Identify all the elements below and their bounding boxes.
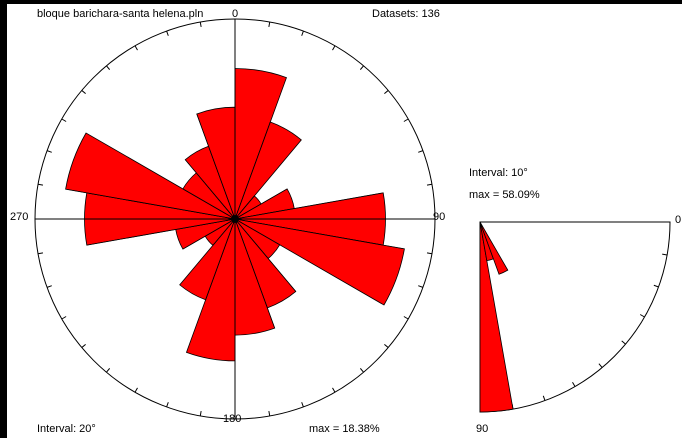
rose-interval-label: Interval: 20° bbox=[37, 423, 96, 435]
rose-petal-280-300 bbox=[65, 132, 236, 220]
rose-spoke bbox=[182, 218, 236, 250]
rose-tick bbox=[301, 402, 304, 408]
rose-tick bbox=[403, 118, 409, 122]
dip-right-label: 0 bbox=[675, 214, 682, 226]
rose-petal-100-120 bbox=[234, 218, 405, 306]
dip-tick bbox=[598, 363, 603, 368]
rose-tick bbox=[268, 21, 271, 28]
rose-spoke bbox=[185, 159, 236, 220]
dip-tick bbox=[653, 284, 659, 288]
dip-tick bbox=[542, 395, 546, 401]
dip-petal-20-30 bbox=[479, 221, 509, 275]
rose-spoke bbox=[196, 113, 236, 220]
rose-diagram bbox=[34, 18, 436, 420]
rose-tick bbox=[384, 90, 389, 95]
rose-tick bbox=[106, 65, 111, 70]
rose-tick bbox=[166, 30, 169, 36]
rose-tick bbox=[81, 343, 86, 348]
dip-quadrant-outline bbox=[479, 221, 671, 413]
rose-tick bbox=[403, 316, 409, 320]
rose-spoke bbox=[234, 192, 384, 220]
rose-tick bbox=[134, 45, 138, 51]
rose-spoke bbox=[212, 218, 236, 246]
rose-petal-20-40 bbox=[234, 121, 302, 220]
rose-south-label: 180 bbox=[223, 413, 242, 425]
rose-tick bbox=[359, 65, 364, 70]
rose-tick bbox=[426, 183, 433, 186]
rose-tick bbox=[61, 316, 67, 320]
rose-tick bbox=[199, 410, 202, 417]
rose-tick bbox=[332, 45, 336, 51]
rose-tick bbox=[46, 285, 52, 288]
rose-spoke bbox=[234, 195, 255, 220]
rose-east-label: 90 bbox=[433, 211, 446, 223]
rose-tick bbox=[37, 183, 44, 186]
rose-tick bbox=[359, 368, 364, 373]
rose-spoke bbox=[234, 188, 288, 220]
rose-tick bbox=[166, 402, 169, 408]
dip-tick bbox=[621, 340, 626, 345]
rose-spoke bbox=[65, 188, 236, 220]
dip-petal-0-10 bbox=[479, 221, 514, 413]
dip-tick bbox=[639, 314, 645, 318]
rose-tick bbox=[81, 90, 86, 95]
rose-tick bbox=[61, 118, 67, 122]
rose-tick bbox=[384, 343, 389, 348]
chart-window: bloque barichara-santa helena.pln Datase… bbox=[7, 4, 682, 438]
rose-spoke bbox=[234, 218, 297, 292]
dip-tick bbox=[662, 253, 668, 256]
rose-tick bbox=[199, 21, 202, 28]
dip-quadrant-diagram bbox=[479, 221, 671, 413]
chart-canvas bbox=[34, 18, 671, 420]
rose-tick bbox=[301, 30, 304, 36]
rose-tick bbox=[418, 150, 424, 153]
rose-tick bbox=[46, 150, 52, 153]
rose-tick bbox=[268, 410, 271, 417]
rose-spoke bbox=[234, 121, 271, 220]
rose-tick bbox=[37, 252, 44, 255]
dip-interval-label: Interval: 10° bbox=[469, 167, 528, 179]
rose-spoke bbox=[234, 218, 275, 329]
rose-spoke bbox=[182, 188, 236, 220]
rose-tick bbox=[418, 285, 424, 288]
rose-spoke bbox=[86, 218, 236, 246]
rose-spoke bbox=[234, 218, 280, 246]
dip-bottom-label: 90 bbox=[476, 423, 489, 435]
rose-tick bbox=[134, 387, 138, 393]
rose-spoke bbox=[205, 218, 236, 300]
rose-center-dot bbox=[231, 215, 239, 223]
rose-north-label: 0 bbox=[232, 8, 239, 20]
rose-max-label: max = 18.38% bbox=[309, 423, 380, 435]
datasets-label: Datasets: 136 bbox=[372, 8, 440, 20]
rose-tick bbox=[426, 252, 433, 255]
file-name-label: bloque barichara-santa helena.pln bbox=[37, 8, 204, 20]
rose-spoke bbox=[234, 218, 405, 250]
rose-tick bbox=[332, 387, 336, 393]
dip-tick bbox=[572, 381, 576, 387]
dip-max-label: max = 58.09% bbox=[469, 189, 540, 201]
rose-west-label: 270 bbox=[10, 211, 29, 223]
rose-tick bbox=[106, 368, 111, 373]
